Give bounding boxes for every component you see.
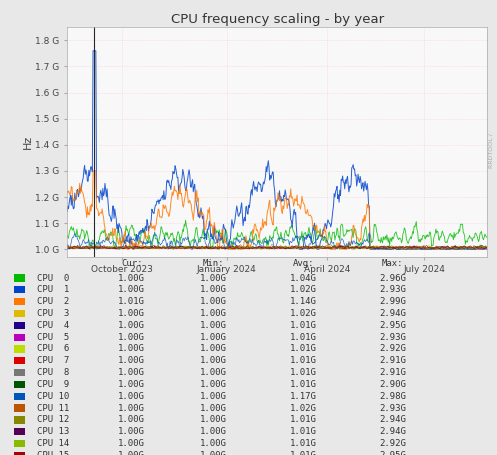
Text: RRDTOOL /: RRDTOOL / (489, 133, 494, 167)
Text: 1.00G: 1.00G (118, 344, 145, 354)
Text: 1.00G: 1.00G (200, 392, 227, 401)
Text: 1.00G: 1.00G (200, 427, 227, 436)
Text: CPU  6: CPU 6 (37, 344, 70, 354)
Text: 1.00G: 1.00G (118, 427, 145, 436)
Text: CPU 14: CPU 14 (37, 439, 70, 448)
Text: 1.01G: 1.01G (290, 380, 317, 389)
Text: CPU  4: CPU 4 (37, 321, 70, 330)
Text: CPU 15: CPU 15 (37, 451, 70, 455)
Text: CPU  5: CPU 5 (37, 333, 70, 342)
Text: 1.00G: 1.00G (200, 368, 227, 377)
Text: 1.00G: 1.00G (118, 285, 145, 294)
Text: 1.01G: 1.01G (290, 321, 317, 330)
Text: 2.94G: 2.94G (379, 427, 406, 436)
Text: 1.00G: 1.00G (200, 380, 227, 389)
Text: 2.98G: 2.98G (379, 392, 406, 401)
Text: 1.00G: 1.00G (200, 439, 227, 448)
Text: 2.92G: 2.92G (379, 344, 406, 354)
Text: 1.00G: 1.00G (200, 273, 227, 283)
Text: CPU 12: CPU 12 (37, 415, 70, 425)
Text: 1.01G: 1.01G (290, 427, 317, 436)
Text: 2.93G: 2.93G (379, 404, 406, 413)
Text: CPU  2: CPU 2 (37, 297, 70, 306)
Text: 1.00G: 1.00G (200, 321, 227, 330)
Text: 1.00G: 1.00G (118, 392, 145, 401)
Text: 1.01G: 1.01G (290, 356, 317, 365)
Text: 2.95G: 2.95G (379, 321, 406, 330)
Text: 1.00G: 1.00G (200, 451, 227, 455)
Text: 1.02G: 1.02G (290, 285, 317, 294)
Text: 1.00G: 1.00G (118, 439, 145, 448)
Text: 2.95G: 2.95G (379, 451, 406, 455)
Text: 1.00G: 1.00G (118, 309, 145, 318)
Text: 2.90G: 2.90G (379, 380, 406, 389)
Text: 2.92G: 2.92G (379, 439, 406, 448)
Text: 1.00G: 1.00G (118, 415, 145, 425)
Text: 2.99G: 2.99G (379, 297, 406, 306)
Text: 1.17G: 1.17G (290, 392, 317, 401)
Text: CPU 10: CPU 10 (37, 392, 70, 401)
Text: 1.01G: 1.01G (118, 297, 145, 306)
Text: CPU  0: CPU 0 (37, 273, 70, 283)
Text: Max:: Max: (382, 259, 404, 268)
Text: 1.00G: 1.00G (118, 451, 145, 455)
Y-axis label: Hz: Hz (22, 135, 32, 149)
Text: 1.00G: 1.00G (200, 333, 227, 342)
Text: 1.01G: 1.01G (290, 451, 317, 455)
Text: 1.00G: 1.00G (118, 321, 145, 330)
Text: 2.96G: 2.96G (379, 273, 406, 283)
Text: CPU  9: CPU 9 (37, 380, 70, 389)
Text: 1.00G: 1.00G (118, 273, 145, 283)
Text: 1.00G: 1.00G (118, 368, 145, 377)
Text: Cur:: Cur: (121, 259, 143, 268)
Text: CPU 11: CPU 11 (37, 404, 70, 413)
Title: CPU frequency scaling - by year: CPU frequency scaling - by year (170, 13, 384, 26)
Text: 1.01G: 1.01G (290, 333, 317, 342)
Text: 1.00G: 1.00G (118, 404, 145, 413)
Text: 1.00G: 1.00G (200, 404, 227, 413)
Text: CPU  3: CPU 3 (37, 309, 70, 318)
Text: 2.93G: 2.93G (379, 333, 406, 342)
Text: 1.00G: 1.00G (200, 285, 227, 294)
Text: 2.93G: 2.93G (379, 285, 406, 294)
Text: 1.01G: 1.01G (290, 344, 317, 354)
Text: 2.91G: 2.91G (379, 368, 406, 377)
Text: 1.01G: 1.01G (290, 368, 317, 377)
Text: 1.04G: 1.04G (290, 273, 317, 283)
Text: 1.02G: 1.02G (290, 404, 317, 413)
Text: 1.00G: 1.00G (118, 333, 145, 342)
Text: 1.00G: 1.00G (200, 356, 227, 365)
Text: 1.00G: 1.00G (200, 415, 227, 425)
Text: 1.00G: 1.00G (118, 380, 145, 389)
Text: CPU 13: CPU 13 (37, 427, 70, 436)
Text: CPU  7: CPU 7 (37, 356, 70, 365)
Text: 2.91G: 2.91G (379, 356, 406, 365)
Text: Min:: Min: (203, 259, 225, 268)
Text: 2.94G: 2.94G (379, 309, 406, 318)
Text: 2.94G: 2.94G (379, 415, 406, 425)
Text: CPU  1: CPU 1 (37, 285, 70, 294)
Text: 1.01G: 1.01G (290, 415, 317, 425)
Text: Avg:: Avg: (292, 259, 314, 268)
Text: 1.14G: 1.14G (290, 297, 317, 306)
Text: 1.00G: 1.00G (200, 344, 227, 354)
Text: 1.00G: 1.00G (200, 309, 227, 318)
Text: 1.02G: 1.02G (290, 309, 317, 318)
Text: 1.00G: 1.00G (200, 297, 227, 306)
Text: 1.01G: 1.01G (290, 439, 317, 448)
Text: CPU  8: CPU 8 (37, 368, 70, 377)
Text: 1.00G: 1.00G (118, 356, 145, 365)
